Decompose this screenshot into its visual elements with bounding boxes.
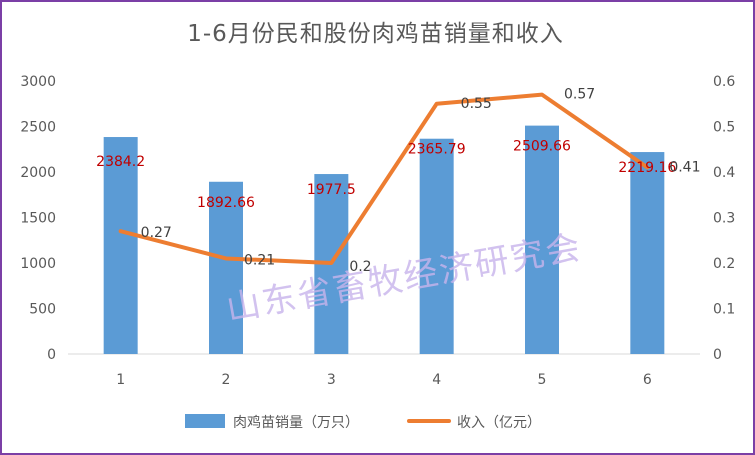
left-tick-label: 3000 [20,74,56,90]
bar-data-label: 1892.66 [197,195,255,211]
left-tick-label: 2500 [20,120,56,136]
x-tick-label: 2 [222,372,231,388]
chart-title: 1-6月份民和股份肉鸡苗销量和收入 [187,21,564,47]
bars-group [103,125,665,354]
x-tick-label: 3 [327,372,336,388]
bar [630,152,665,354]
left-tick-label: 1000 [20,256,56,272]
axes-group: 0 500 1000 1500 2000 2500 3000 0 0.1 0.2 0.3 0.4 0.5… [20,74,735,388]
line-data-label: 0.2 [349,259,371,275]
bar [103,137,138,354]
legend-label-bar: 肉鸡苗销量（万只） [233,414,359,431]
left-tick-label: 2000 [20,165,56,181]
bar-data-label: 1977.5 [307,182,356,198]
bar [209,181,243,354]
bar [419,138,454,354]
line-group [118,92,650,265]
x-tick-label: 5 [538,372,547,388]
left-tick-label: 500 [29,302,56,318]
left-tick-label: 0 [47,347,56,363]
x-tick-label: 4 [432,372,441,388]
data-labels-group: 2384.2 1892.66 1977.5 2365.79 2509.66 2219.16… [96,87,700,275]
income-line [118,92,650,265]
right-tick-label: 0.3 [713,211,735,227]
legend-group: 肉鸡苗销量（万只） 收入（亿元） [185,414,541,431]
line-data-label: 0.41 [669,159,700,175]
line-data-label: 0.21 [244,252,275,268]
right-tick-label: 0.2 [713,256,735,272]
right-tick-label: 0.4 [713,165,735,181]
bar-data-label: 2219.16 [618,160,676,176]
right-tick-label: 0.6 [713,74,735,90]
bar-data-label: 2384.2 [96,154,145,170]
right-tick-label: 0 [713,347,722,363]
right-tick-label: 0.1 [713,302,735,318]
x-tick-label: 1 [116,372,125,388]
legend-swatch-bar [185,414,225,428]
bar-data-label: 2509.66 [513,139,571,155]
x-tick-label: 6 [643,372,652,388]
line-data-label: 0.55 [461,96,492,112]
bar-data-label: 2365.79 [408,142,466,158]
line-data-label: 0.27 [141,225,172,241]
bar [525,125,559,354]
line-data-label: 0.57 [564,87,595,103]
left-tick-label: 1500 [20,211,56,227]
right-tick-label: 0.5 [713,120,735,136]
legend-label-line: 收入（亿元） [457,415,541,431]
